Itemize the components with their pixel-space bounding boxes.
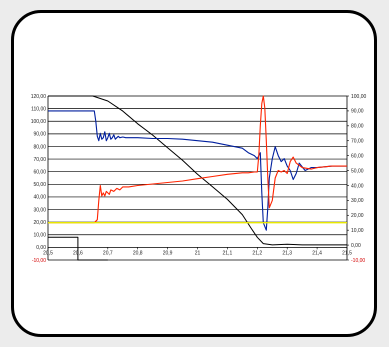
- y-left-tick-label: 40,00: [33, 195, 46, 201]
- series-line-0: [48, 95, 347, 246]
- y-left-tick-label: 90,00: [33, 132, 46, 138]
- y-right-tick-label: 40,00: [351, 183, 364, 189]
- y-left-tick-label: 50,00: [33, 182, 46, 188]
- y-right-tick-label: 10,00: [351, 228, 364, 234]
- x-tick-label: 21,5: [342, 250, 352, 256]
- y-left-tick-label: -10,00: [32, 258, 46, 264]
- series-line-2: [48, 110, 347, 231]
- series-line-3: [48, 95, 347, 224]
- y-left-tick-label: 20,00: [33, 220, 46, 226]
- y-left-tick-label: 80,00: [33, 144, 46, 150]
- y-left-tick-label: 100,00: [31, 119, 47, 125]
- y-left-tick-label: 10,00: [33, 233, 46, 239]
- y-right-tick-label: 60,00: [351, 153, 364, 159]
- x-tick-label: 20,9: [163, 250, 173, 256]
- x-tick-label: 20,8: [133, 250, 143, 256]
- y-right-tick-label: 0,00: [351, 243, 361, 249]
- y-right-tick-label: 90,00: [351, 109, 364, 115]
- x-tick-label: 20,5: [43, 250, 53, 256]
- x-tick-label: 21,2: [252, 250, 262, 256]
- x-tick-label: 20,7: [103, 250, 113, 256]
- y-right-tick-label: 20,00: [351, 213, 364, 219]
- y-left-tick-label: 70,00: [33, 157, 46, 163]
- chart-frame: [11, 10, 377, 337]
- y-left-tick-label: 30,00: [33, 207, 46, 213]
- y-right-tick-label: 50,00: [351, 168, 364, 174]
- series-line-1: [48, 236, 108, 261]
- y-left-tick-label: 120,00: [31, 94, 47, 100]
- y-left-tick-label: 110,00: [31, 106, 46, 112]
- y-right-tick-label: -10,00: [351, 258, 365, 264]
- y-left-tick-label: 0,00: [36, 245, 46, 251]
- y-right-tick-label: 30,00: [351, 198, 364, 204]
- y-right-tick-label: 70,00: [351, 139, 364, 145]
- y-right-tick-label: 100,00: [351, 94, 367, 100]
- x-tick-label: 21,3: [282, 250, 292, 256]
- y-left-tick-label: 60,00: [33, 169, 46, 175]
- x-tick-label: 21,1: [223, 250, 233, 256]
- x-tick-label: 21: [195, 250, 201, 256]
- y-right-tick-label: 80,00: [351, 124, 364, 130]
- x-tick-label: 21,4: [312, 250, 322, 256]
